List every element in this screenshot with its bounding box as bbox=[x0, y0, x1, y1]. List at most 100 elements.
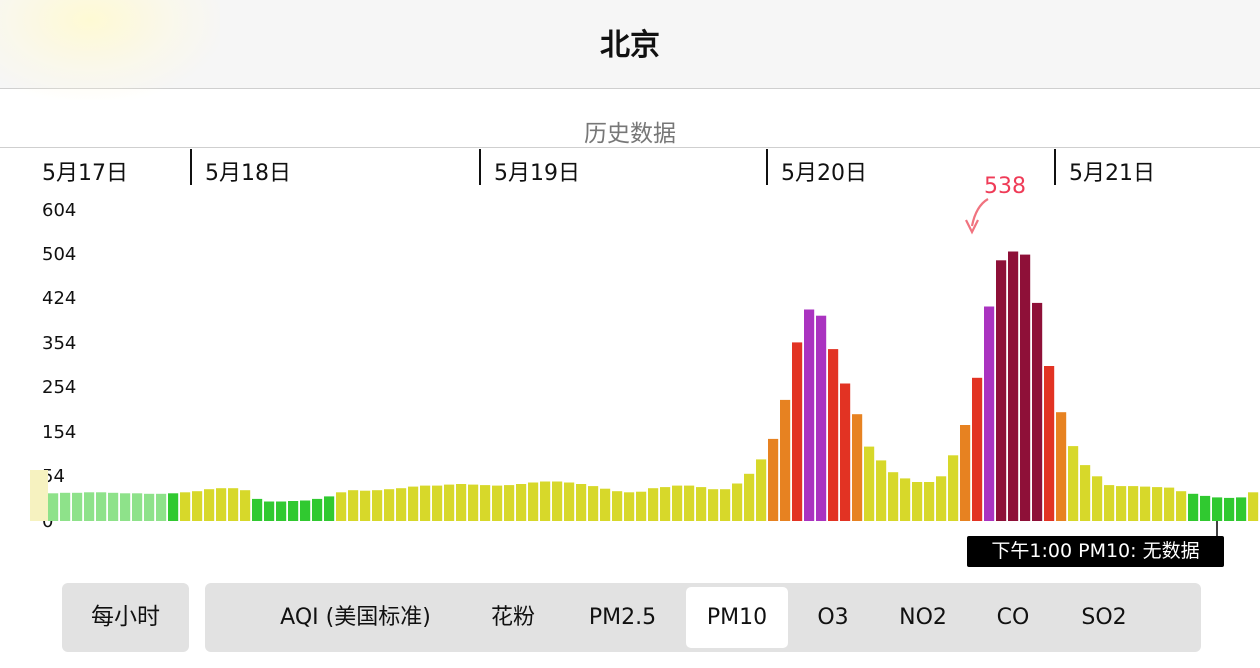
chart-bar[interactable] bbox=[600, 488, 611, 521]
chart-bar[interactable] bbox=[1140, 486, 1151, 521]
chart-bar[interactable] bbox=[840, 383, 851, 522]
chart-bar[interactable] bbox=[924, 482, 935, 521]
chart-bar[interactable] bbox=[348, 490, 359, 521]
chart-bar[interactable] bbox=[192, 491, 203, 521]
chart-bar[interactable] bbox=[324, 496, 335, 521]
chart-bar[interactable] bbox=[144, 493, 155, 521]
chart-bar[interactable] bbox=[1176, 491, 1187, 521]
tab-aqi[interactable]: AQI (美国标准) bbox=[280, 605, 431, 630]
chart-bar[interactable] bbox=[204, 489, 215, 521]
chart-bar[interactable] bbox=[372, 490, 383, 521]
chart-bar[interactable] bbox=[84, 492, 95, 521]
chart-bar[interactable] bbox=[636, 491, 647, 521]
chart-bar[interactable] bbox=[1056, 412, 1067, 521]
chart-bar[interactable] bbox=[972, 377, 983, 521]
chart-bar[interactable] bbox=[1032, 302, 1043, 521]
chart-bar[interactable] bbox=[984, 306, 995, 522]
tab-co[interactable]: CO bbox=[996, 605, 1030, 630]
chart-bar[interactable] bbox=[1092, 476, 1103, 521]
chart-bar[interactable] bbox=[240, 490, 251, 521]
chart-bar[interactable] bbox=[132, 493, 143, 521]
chart-bar[interactable] bbox=[684, 485, 695, 521]
chart-bar[interactable] bbox=[444, 484, 455, 521]
chart-bar[interactable] bbox=[432, 485, 443, 521]
chart-bar[interactable] bbox=[912, 482, 923, 521]
chart-bar[interactable] bbox=[180, 492, 191, 521]
chart-bar[interactable] bbox=[1224, 497, 1235, 521]
chart-bar[interactable] bbox=[408, 486, 419, 521]
chart-bar[interactable] bbox=[720, 489, 731, 521]
chart-bar[interactable] bbox=[624, 492, 635, 521]
chart-bar[interactable] bbox=[72, 492, 83, 521]
tab-so2[interactable]: SO2 bbox=[1081, 605, 1127, 630]
chart-bar[interactable] bbox=[264, 501, 275, 522]
chart-bar[interactable] bbox=[876, 460, 887, 521]
chart-bar[interactable] bbox=[312, 498, 323, 521]
tab-o3[interactable]: O3 bbox=[817, 605, 849, 630]
chart-bar[interactable] bbox=[228, 488, 239, 521]
chart-bar[interactable] bbox=[456, 484, 467, 521]
chart-bar[interactable] bbox=[816, 315, 827, 521]
chart-bar[interactable] bbox=[804, 309, 815, 522]
chart-bar[interactable] bbox=[336, 492, 347, 521]
chart-bar[interactable] bbox=[792, 342, 803, 521]
chart-bar[interactable] bbox=[1200, 495, 1211, 521]
chart-bar[interactable] bbox=[96, 492, 107, 521]
chart-bar[interactable] bbox=[960, 425, 971, 521]
chart-bar[interactable] bbox=[216, 488, 227, 521]
chart-bar[interactable] bbox=[48, 493, 59, 521]
chart-bar[interactable] bbox=[672, 485, 683, 521]
chart-bar[interactable] bbox=[360, 490, 371, 521]
chart-bar[interactable] bbox=[552, 481, 563, 522]
chart-bar[interactable] bbox=[1248, 492, 1259, 521]
chart-bar[interactable] bbox=[60, 492, 71, 521]
chart-bar[interactable] bbox=[1236, 497, 1247, 521]
tab-pm25[interactable]: PM2.5 bbox=[588, 605, 657, 630]
chart-bar[interactable] bbox=[396, 488, 407, 521]
chart-bar[interactable] bbox=[1128, 486, 1139, 521]
chart-bar[interactable] bbox=[504, 485, 515, 521]
chart-bar[interactable] bbox=[108, 492, 119, 521]
chart-bar[interactable] bbox=[480, 485, 491, 521]
chart-bar[interactable] bbox=[288, 501, 299, 521]
chart-bar[interactable] bbox=[948, 455, 959, 521]
tab-no2[interactable]: NO2 bbox=[899, 605, 947, 630]
chart-bar[interactable] bbox=[936, 476, 947, 521]
chart-bar[interactable] bbox=[576, 484, 587, 521]
chart-bar[interactable] bbox=[996, 260, 1007, 521]
chart-bar[interactable] bbox=[420, 485, 431, 521]
chart-bar[interactable] bbox=[564, 482, 575, 522]
chart-bar[interactable] bbox=[1212, 497, 1223, 521]
chart-bar[interactable] bbox=[1188, 493, 1199, 521]
chart-bar[interactable] bbox=[864, 446, 875, 521]
chart-bar[interactable] bbox=[528, 482, 539, 522]
chart-bar[interactable] bbox=[384, 489, 395, 521]
chart-bar[interactable] bbox=[708, 489, 719, 521]
tab-pollen[interactable]: 花粉 bbox=[490, 605, 535, 630]
chart-bar[interactable] bbox=[540, 481, 551, 522]
chart-bar[interactable] bbox=[1020, 254, 1031, 521]
tab-pm10[interactable]: PM10 bbox=[686, 587, 788, 648]
chart-bar[interactable] bbox=[1008, 251, 1019, 522]
chart-bar[interactable] bbox=[276, 501, 287, 522]
chart-bar[interactable] bbox=[120, 493, 131, 521]
chart-bar[interactable] bbox=[252, 498, 263, 521]
chart-bar[interactable] bbox=[1044, 366, 1055, 521]
chart-bar[interactable] bbox=[696, 487, 707, 521]
chart-bar[interactable] bbox=[744, 473, 755, 521]
chart-bar[interactable] bbox=[852, 414, 863, 521]
chart-bar[interactable] bbox=[888, 472, 899, 521]
chart-bar[interactable] bbox=[168, 493, 179, 521]
chart-bar[interactable] bbox=[660, 487, 671, 521]
chart-bar[interactable] bbox=[780, 399, 791, 521]
chart-bar[interactable] bbox=[648, 488, 659, 521]
chart-bar[interactable] bbox=[1116, 486, 1127, 521]
chart-bar[interactable] bbox=[828, 349, 839, 521]
chart-bar[interactable] bbox=[1104, 485, 1115, 521]
chart-bar[interactable] bbox=[468, 484, 479, 521]
chart-bar[interactable] bbox=[156, 493, 167, 521]
chart-bar[interactable] bbox=[1080, 465, 1091, 521]
chart-bar[interactable] bbox=[1164, 487, 1175, 521]
chart-bar[interactable] bbox=[768, 438, 779, 521]
